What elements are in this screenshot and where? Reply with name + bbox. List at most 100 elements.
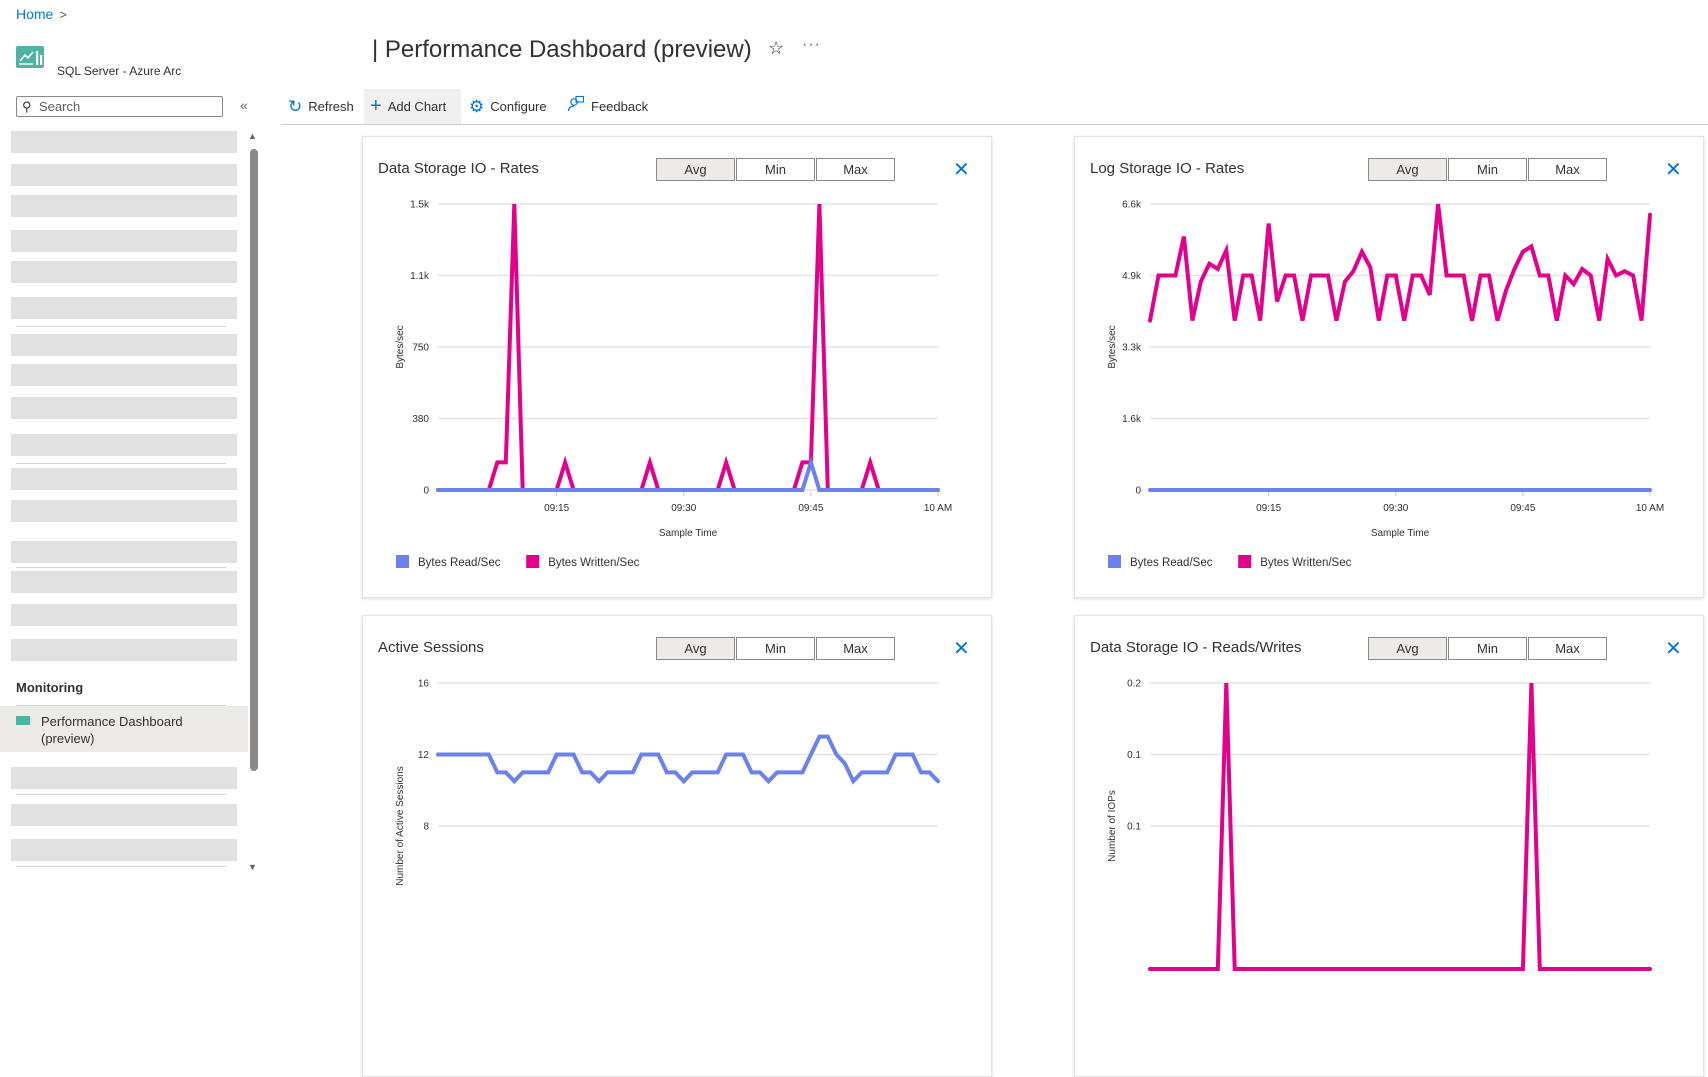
aggregation-min-button[interactable]: Min	[1448, 158, 1527, 181]
close-chart-icon[interactable]: ✕	[953, 159, 970, 181]
sidebar-item-placeholder[interactable]	[11, 804, 237, 826]
close-chart-icon[interactable]: ✕	[1665, 638, 1682, 660]
sidebar-item-placeholder[interactable]	[11, 839, 237, 861]
y-tick-label: 4.9k	[1122, 271, 1142, 282]
sidebar-item-placeholder[interactable]	[11, 468, 237, 490]
aggregation-avg-button[interactable]: Avg	[1368, 637, 1447, 660]
breadcrumb: Home >	[16, 6, 67, 22]
chart-title: Data Storage IO - Reads/Writes	[1090, 639, 1302, 656]
legend-item: Bytes Read/Sec	[396, 555, 501, 569]
refresh-button[interactable]: ↻ Refresh	[282, 89, 360, 124]
breadcrumb-home-link[interactable]: Home	[16, 6, 54, 22]
aggregation-min-button[interactable]: Min	[736, 158, 815, 181]
sidebar-item-placeholder[interactable]	[11, 334, 237, 356]
legend-label: Bytes Written/Sec	[548, 557, 639, 569]
sidebar-item-placeholder[interactable]	[11, 397, 237, 419]
chart-plot: 0.1 0.1 0.2 Number of IOPs	[1107, 679, 1652, 971]
search-input[interactable]: ⚲ Search	[16, 96, 223, 117]
y-tick-label: 12	[418, 750, 430, 761]
refresh-icon: ↻	[288, 96, 303, 116]
y-axis-title: Number of IOPs	[1107, 790, 1118, 862]
y-tick-label: 0.1	[1127, 822, 1141, 833]
sidebar-item-placeholder[interactable]	[11, 541, 237, 563]
scrollbar-thumb[interactable]	[250, 149, 258, 771]
y-tick-label: 1.1k	[410, 271, 430, 282]
sidebar-item-placeholder[interactable]	[11, 364, 237, 386]
sidebar-item-placeholder[interactable]	[11, 297, 237, 319]
x-tick-label: 10 AM	[1636, 503, 1664, 514]
divider	[16, 326, 226, 327]
y-tick-label: 0	[1135, 486, 1141, 497]
aggregation-toggle: Avg Min Max	[1368, 637, 1608, 660]
y-tick-label: 8	[423, 822, 429, 833]
configure-button[interactable]: ⚙ Configure	[463, 89, 553, 124]
aggregation-toggle: Avg Min Max	[1368, 158, 1608, 181]
close-chart-icon[interactable]: ✕	[1665, 159, 1682, 181]
aggregation-avg-button[interactable]: Avg	[656, 637, 735, 660]
chart-title: Data Storage IO - Rates	[378, 160, 539, 177]
aggregation-toggle: Avg Min Max	[656, 637, 896, 660]
y-tick-label: 0	[423, 486, 429, 497]
page-title: | Performance Dashboard (preview)	[372, 36, 752, 63]
sidebar-section-monitoring: Monitoring	[16, 680, 84, 695]
legend-swatch	[526, 555, 540, 568]
sidebar-item-placeholder[interactable]	[11, 767, 237, 789]
scroll-down-arrow-icon[interactable]: ▼	[248, 862, 257, 872]
y-tick-label: 1.5k	[410, 200, 430, 211]
configure-label: Configure	[490, 99, 547, 114]
legend-swatch	[396, 555, 409, 568]
gear-icon: ⚙	[469, 96, 485, 116]
sidebar-item-placeholder[interactable]	[11, 131, 237, 153]
sidebar-item-placeholder[interactable]	[11, 434, 237, 456]
chart-card-active-sessions: Active Sessions Avg Min Max ✕ 8 12 16 Number of …	[362, 615, 992, 1077]
favorite-star-icon[interactable]: ☆	[768, 38, 785, 58]
legend-item: Bytes Read/Sec	[1108, 555, 1213, 569]
x-axis-title: Sample Time	[659, 528, 718, 539]
close-chart-icon[interactable]: ✕	[953, 638, 970, 660]
dashboard-icon	[16, 716, 30, 725]
sidebar-item-placeholder[interactable]	[11, 230, 237, 252]
y-axis-title: Bytes/sec	[395, 325, 406, 368]
sidebar-item-performance-dashboard[interactable]: Performance Dashboard (preview)	[0, 706, 248, 752]
aggregation-avg-button[interactable]: Avg	[656, 158, 735, 181]
series-line-bytes-written-sec	[1148, 203, 1652, 323]
feedback-button[interactable]: Feedback	[561, 89, 654, 124]
divider	[16, 567, 226, 568]
sidebar-item-placeholder[interactable]	[11, 500, 237, 522]
sidebar-item-placeholder[interactable]	[11, 604, 237, 626]
y-tick-label: 1.6k	[1122, 414, 1142, 425]
x-tick-label: 09:15	[1256, 503, 1281, 514]
collapse-sidebar-icon[interactable]: «	[240, 97, 248, 113]
legend-swatch	[1108, 555, 1121, 568]
series-line-values	[436, 734, 940, 785]
feedback-person-icon	[567, 95, 585, 118]
aggregation-min-button[interactable]: Min	[1448, 637, 1527, 660]
aggregation-max-button[interactable]: Max	[816, 637, 895, 660]
scroll-up-arrow-icon[interactable]: ▲	[248, 131, 257, 141]
aggregation-max-button[interactable]: Max	[1528, 158, 1607, 181]
x-tick-label: 09:30	[1383, 503, 1408, 514]
y-tick-label: 6.6k	[1122, 200, 1142, 211]
chart-title: Log Storage IO - Rates	[1090, 160, 1245, 177]
feedback-label: Feedback	[591, 99, 649, 114]
sidebar-item-placeholder[interactable]	[11, 195, 237, 217]
resource-type: SQL Server - Azure Arc	[57, 64, 182, 78]
divider	[16, 463, 226, 464]
chart-card-data-storage-rates: Data Storage IO - Rates Avg Min Max ✕ 0 380 750…	[362, 136, 992, 598]
legend-item: Bytes Written/Sec	[526, 555, 640, 569]
toolbar-divider	[281, 124, 1708, 125]
sidebar-item-placeholder[interactable]	[11, 639, 237, 661]
more-options-icon[interactable]: ···	[802, 36, 821, 53]
aggregation-max-button[interactable]: Max	[816, 158, 895, 181]
add-chart-button[interactable]: + Add Chart	[364, 89, 461, 124]
sidebar-item-placeholder[interactable]	[11, 571, 237, 593]
add-chart-label: Add Chart	[387, 99, 447, 114]
chart-plot: 0 380 750 1.1k 1.5k Bytes/sec 09:15 09:30 09:45 1…	[395, 200, 952, 570]
y-tick-label: 16	[418, 679, 430, 690]
sidebar-item-placeholder[interactable]	[11, 261, 237, 283]
sidebar-item-placeholder[interactable]	[11, 164, 237, 186]
aggregation-max-button[interactable]: Max	[1528, 637, 1607, 660]
aggregation-avg-button[interactable]: Avg	[1368, 158, 1447, 181]
y-tick-label: 0.1	[1127, 750, 1141, 761]
aggregation-min-button[interactable]: Min	[736, 637, 815, 660]
